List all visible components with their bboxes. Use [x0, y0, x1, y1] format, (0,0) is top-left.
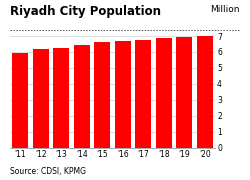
- Bar: [156, 38, 172, 148]
- Bar: [135, 40, 151, 148]
- Bar: [94, 42, 110, 148]
- Bar: [115, 41, 131, 148]
- Bar: [53, 48, 69, 148]
- Text: Million: Million: [210, 4, 240, 14]
- Bar: [74, 45, 90, 148]
- Text: Source: CDSI, KPMG: Source: CDSI, KPMG: [10, 167, 86, 176]
- Bar: [176, 37, 192, 148]
- Bar: [197, 36, 213, 148]
- Text: Riyadh City Population: Riyadh City Population: [10, 4, 161, 17]
- Bar: [33, 49, 49, 148]
- Bar: [12, 53, 28, 148]
